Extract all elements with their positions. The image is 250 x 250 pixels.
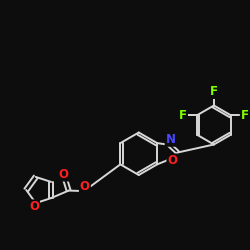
Text: O: O	[29, 200, 39, 213]
Text: O: O	[58, 168, 68, 180]
Text: O: O	[80, 180, 90, 193]
Text: O: O	[168, 154, 177, 168]
Text: F: F	[210, 85, 218, 98]
Text: F: F	[241, 109, 249, 122]
Text: N: N	[166, 133, 176, 146]
Text: F: F	[179, 109, 187, 122]
